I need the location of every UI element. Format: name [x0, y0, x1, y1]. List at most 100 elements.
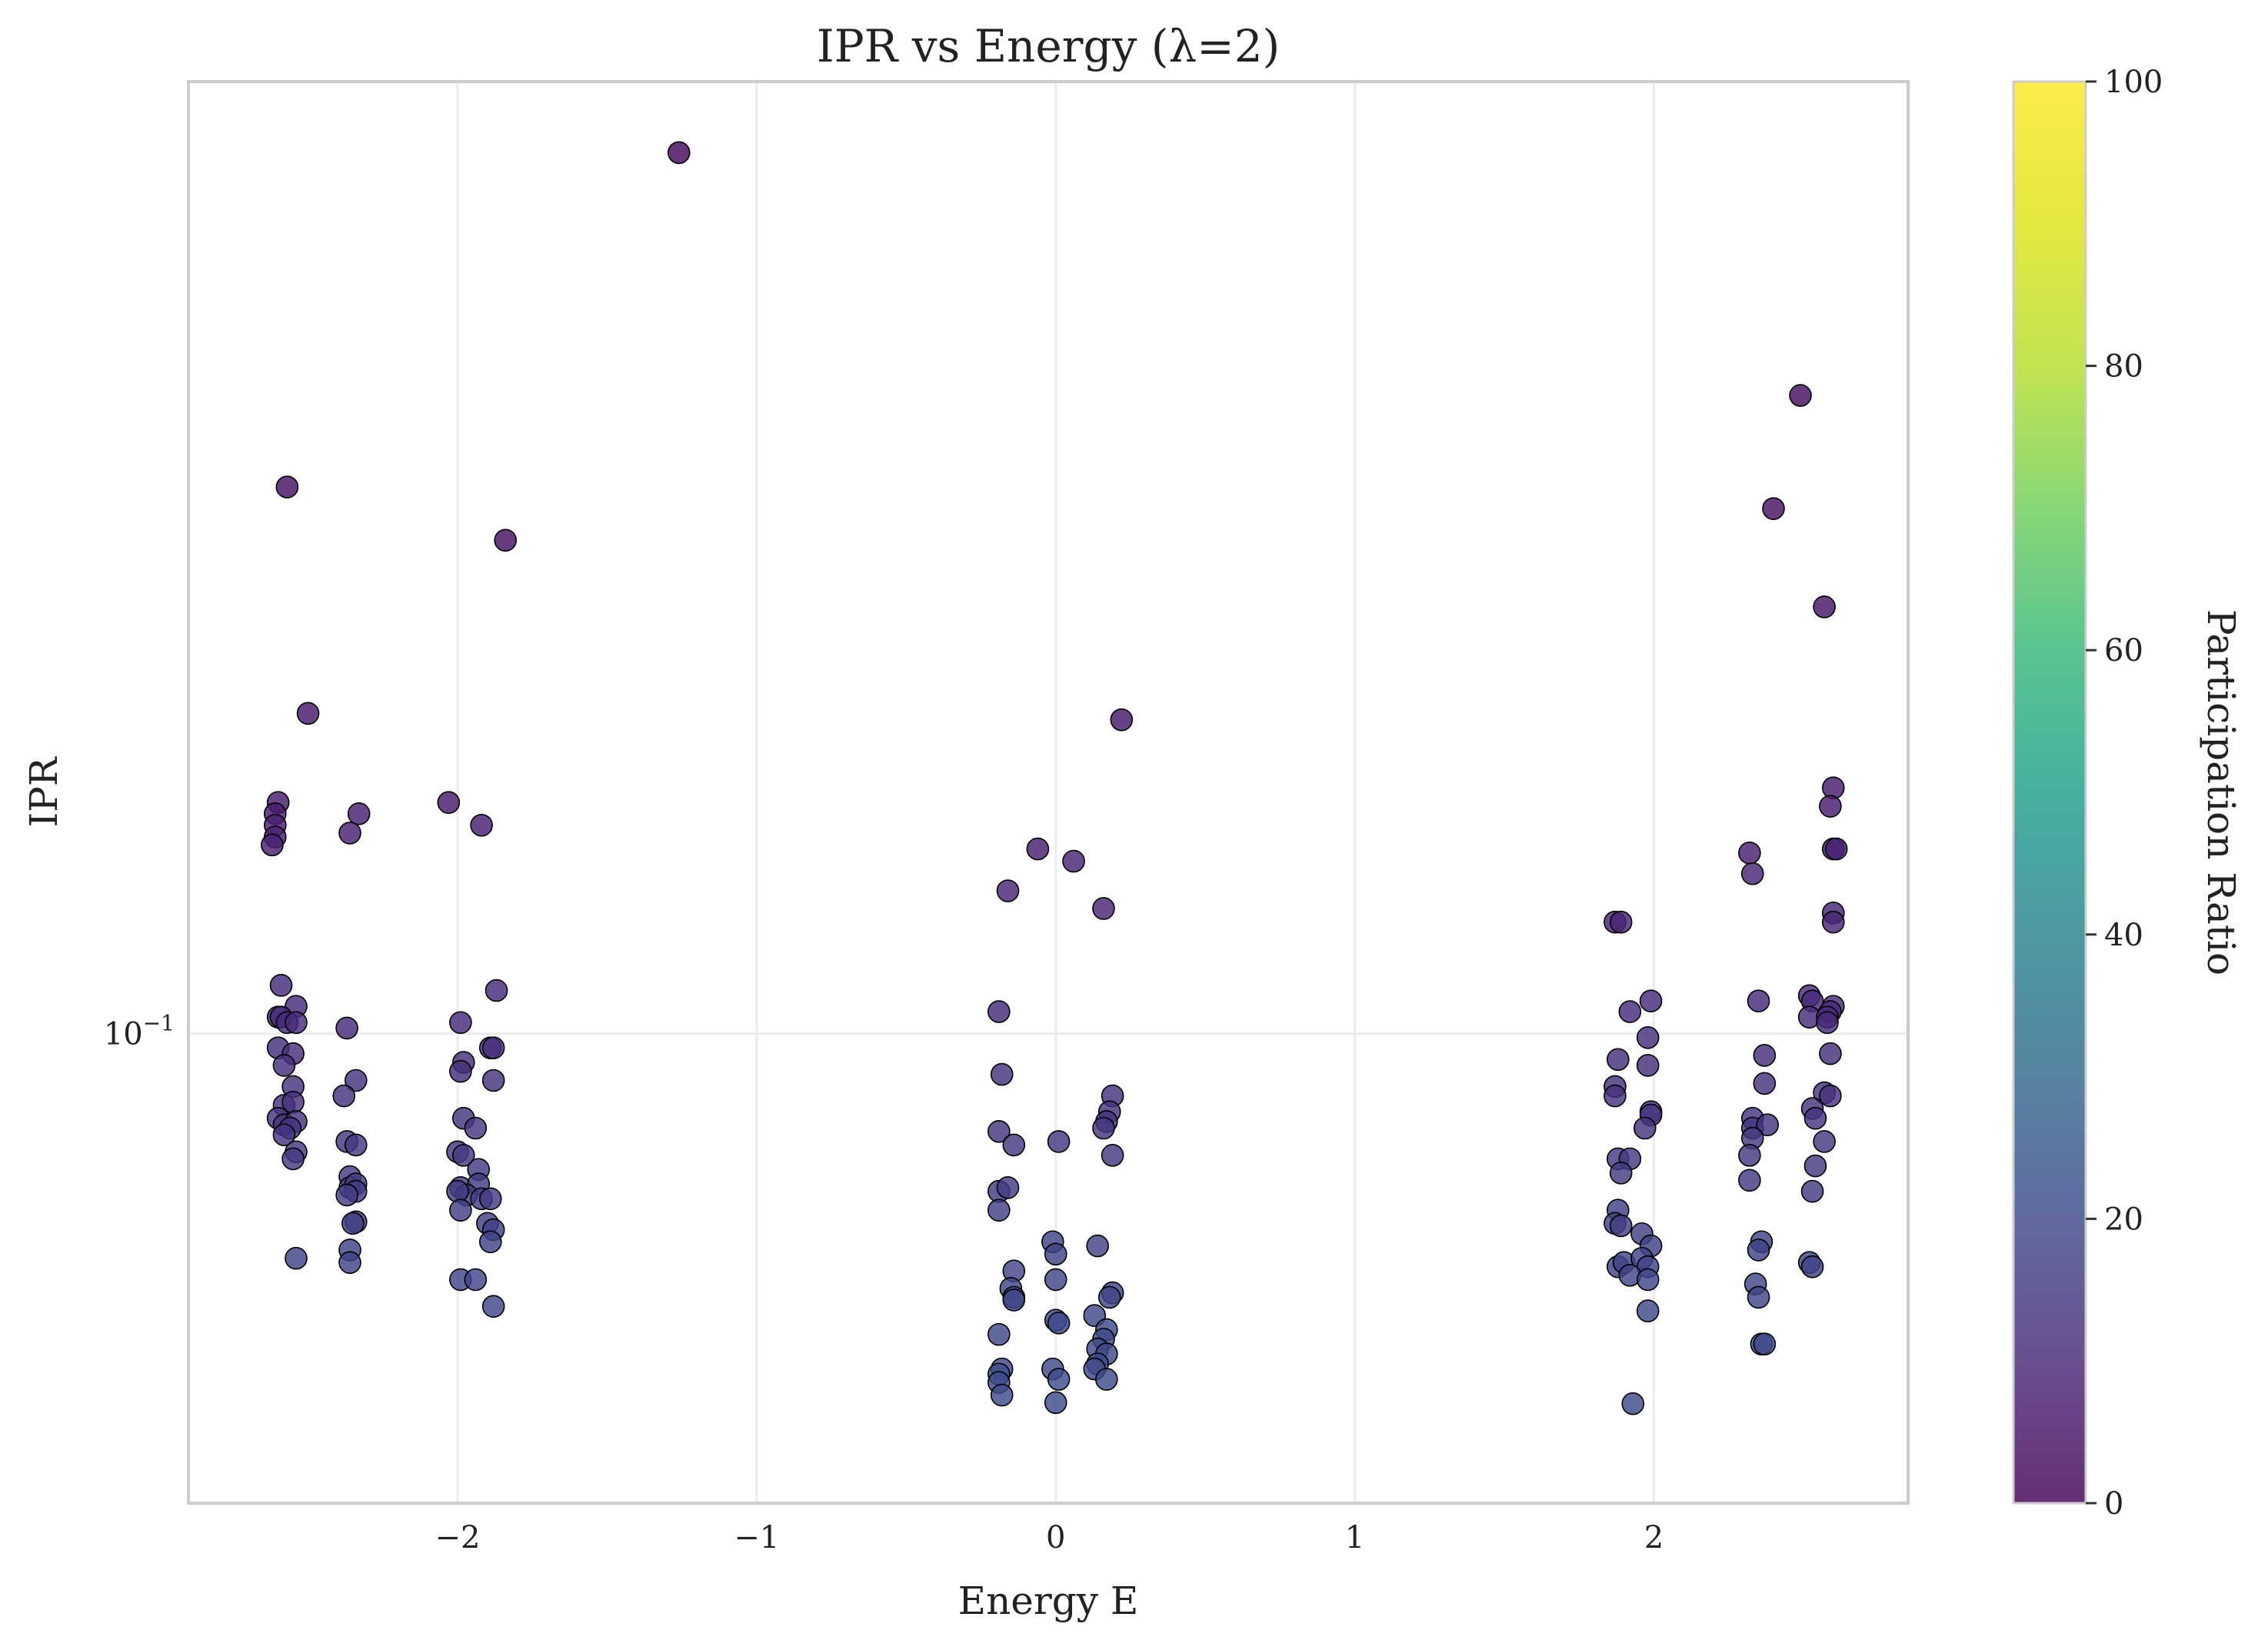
- scatter-point: [1621, 1392, 1645, 1415]
- scatter-point: [335, 1183, 358, 1207]
- x-tick-label: 0: [1046, 1520, 1065, 1555]
- scatter-point: [1026, 837, 1050, 861]
- scatter-point: [1819, 795, 1842, 818]
- scatter-point: [1636, 1026, 1660, 1049]
- scatter-point: [1803, 1154, 1827, 1178]
- scatter-point: [338, 822, 361, 845]
- scatter-point: [481, 1295, 505, 1318]
- scatter-point: [275, 475, 299, 498]
- scatter-point: [1639, 989, 1663, 1013]
- scatter-point: [1800, 1255, 1824, 1279]
- scatter-point: [987, 1120, 1011, 1143]
- colorbar-label: Participation Ratio: [2199, 609, 2243, 975]
- scatter-point: [464, 1116, 488, 1140]
- scatter-point: [667, 141, 691, 165]
- colorbar-tick-label: 20: [2104, 1202, 2143, 1237]
- y-tick-label: 10−1: [104, 1011, 175, 1052]
- scatter-point: [1097, 1285, 1121, 1309]
- scatter-point: [1636, 1299, 1660, 1322]
- scatter-point: [1753, 1332, 1777, 1355]
- scatter-point: [449, 1059, 472, 1083]
- x-tick-label: 2: [1644, 1520, 1664, 1555]
- scatter-point: [281, 1147, 305, 1171]
- scatter-point: [1002, 1133, 1026, 1157]
- scatter-point: [1756, 1113, 1780, 1136]
- scatter-point: [1753, 1044, 1777, 1067]
- scatter-point: [1824, 837, 1848, 861]
- scatter-point: [1747, 1285, 1770, 1309]
- scatter-point: [1110, 708, 1134, 732]
- scatter-point: [1636, 1054, 1660, 1077]
- scatter-point: [1762, 497, 1785, 520]
- scatter-point: [1086, 1234, 1109, 1258]
- scatter-point: [272, 1123, 296, 1146]
- scatter-point: [269, 974, 293, 997]
- scatter-point: [478, 1230, 502, 1254]
- plot-frame: [187, 80, 1910, 1505]
- scatter-point: [1819, 1042, 1842, 1065]
- scatter-point: [1047, 1368, 1071, 1391]
- scatter-point: [1609, 1214, 1633, 1238]
- colorbar-tick-label: 60: [2104, 633, 2143, 668]
- scatter-point: [481, 1036, 505, 1059]
- scatter-point: [1800, 1179, 1824, 1203]
- scatter-point: [296, 702, 320, 725]
- x-tick-label: −2: [435, 1520, 480, 1555]
- scatter-point: [1813, 1130, 1836, 1153]
- scatter-point: [987, 1199, 1011, 1222]
- scatter-point: [1747, 989, 1770, 1013]
- scatter-point: [990, 1383, 1014, 1407]
- scatter-point: [1609, 1162, 1633, 1185]
- scatter-point: [1095, 1368, 1118, 1391]
- scatter-point: [464, 1268, 488, 1292]
- scatter-point: [437, 791, 461, 815]
- scatter-point: [1753, 1072, 1777, 1095]
- scatter-point: [996, 1175, 1020, 1199]
- scatter-point: [1606, 1048, 1630, 1072]
- scatter-point: [1101, 1144, 1124, 1167]
- scatter-point: [987, 1000, 1011, 1023]
- x-tick-label: 1: [1345, 1520, 1364, 1555]
- scatter-point: [1047, 1130, 1071, 1153]
- scatter-point: [341, 1212, 365, 1235]
- scatter-point: [1821, 910, 1845, 934]
- scatter-point: [1803, 1106, 1827, 1130]
- scatter-point: [1062, 849, 1085, 873]
- scatter-point: [1002, 1289, 1026, 1312]
- x-axis-label: Energy E: [958, 1579, 1139, 1623]
- scatter-point: [1604, 1084, 1627, 1108]
- scatter-point: [1738, 842, 1761, 865]
- scatter-point: [1740, 862, 1764, 885]
- scatter-point: [481, 1069, 505, 1092]
- scatter-point: [1044, 1242, 1067, 1266]
- scatter-point: [1789, 384, 1812, 407]
- scatter-point: [272, 1054, 296, 1077]
- scatter-point: [1092, 1116, 1115, 1140]
- scatter-point: [1747, 1239, 1770, 1262]
- scatter-point: [1609, 910, 1633, 934]
- scatter-point: [990, 1062, 1014, 1086]
- scatter-point: [1636, 1268, 1660, 1292]
- scatter-point: [261, 833, 284, 857]
- scatter-point: [1047, 1312, 1071, 1335]
- colorbar-tick-label: 40: [2104, 918, 2143, 953]
- scatter-point: [494, 528, 518, 552]
- colorbar: [2012, 80, 2087, 1505]
- scatter-point: [335, 1016, 358, 1040]
- chart-title: IPR vs Energy (λ=2): [817, 20, 1281, 72]
- scatter-point: [449, 1199, 472, 1222]
- colorbar-tick-label: 0: [2104, 1486, 2123, 1522]
- scatter-point: [344, 1069, 368, 1092]
- colorbar-tick-label: 80: [2104, 349, 2143, 385]
- scatter-point: [446, 1179, 469, 1203]
- scatter-point: [1044, 1391, 1067, 1415]
- scatter-point: [285, 1011, 308, 1035]
- scatter-point: [449, 1011, 472, 1035]
- grid-lines: [188, 82, 1908, 1503]
- scatter-point: [996, 879, 1020, 902]
- scatter-point: [285, 1246, 308, 1270]
- scatter-point: [1819, 1084, 1842, 1108]
- scatter-point: [344, 1133, 368, 1157]
- scatter-point: [987, 1322, 1011, 1346]
- colorbar-ticks: 0 20 40 60 80 100: [2086, 65, 2163, 1522]
